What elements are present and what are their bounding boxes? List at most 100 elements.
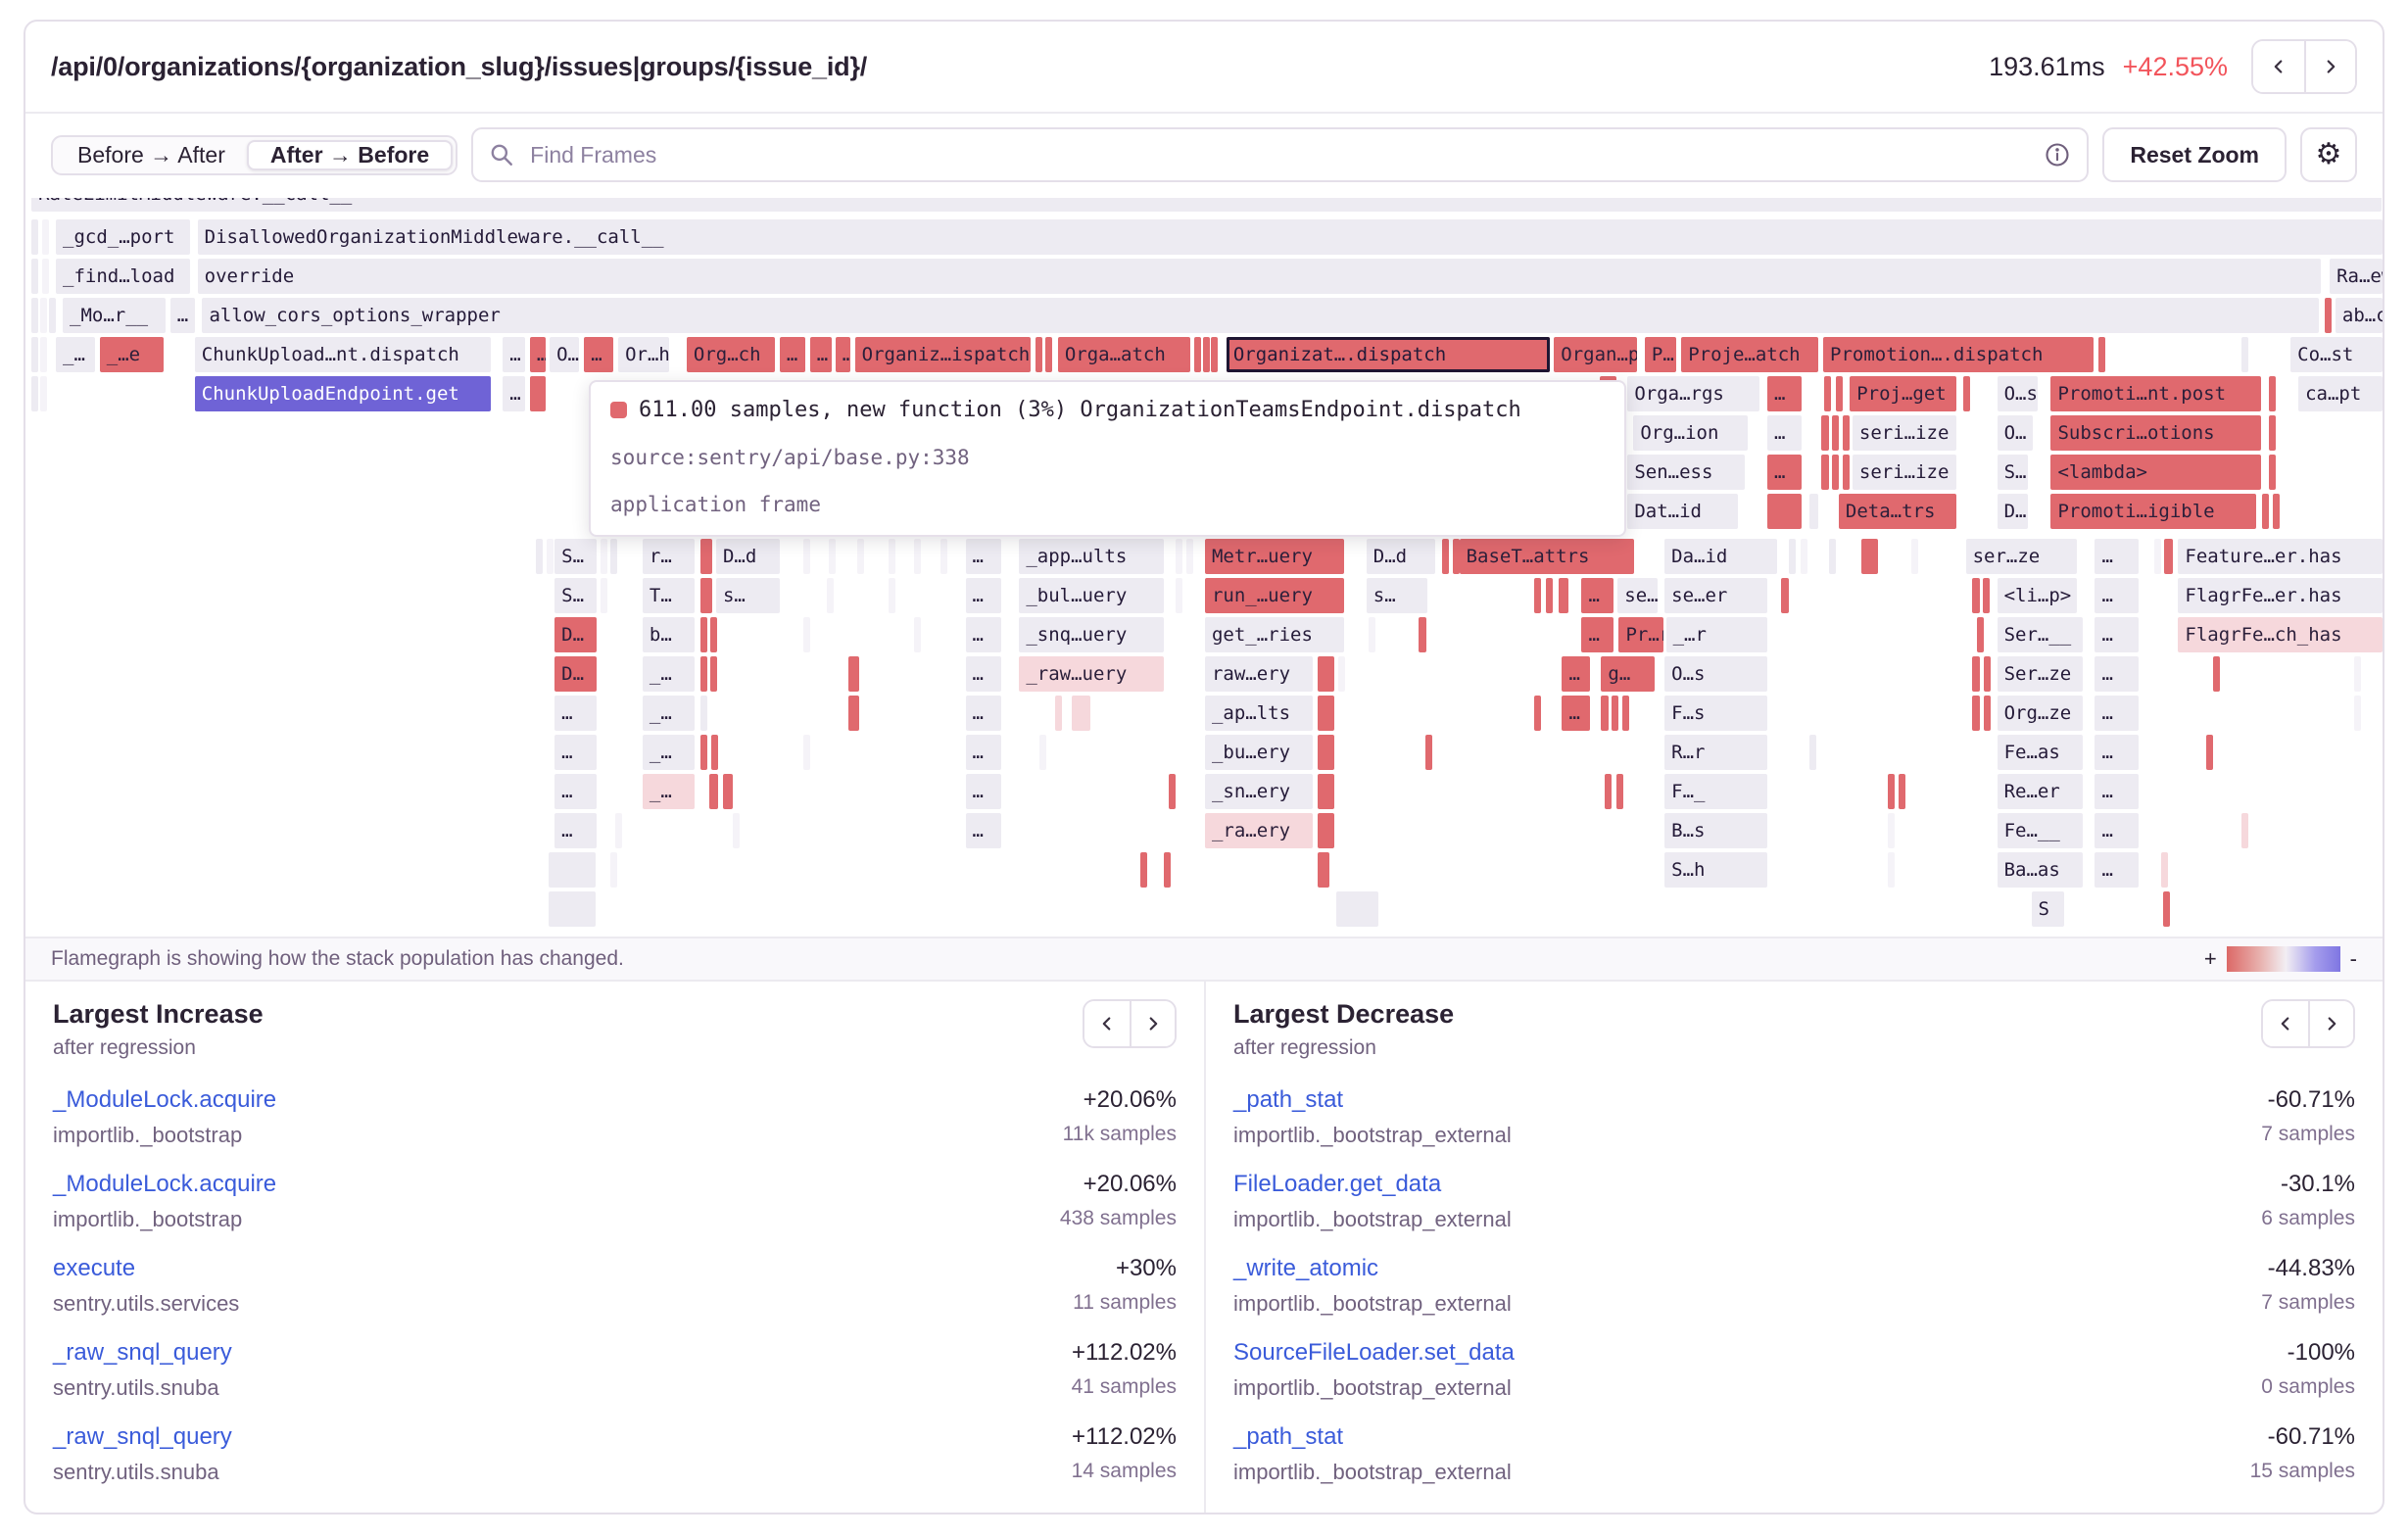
flame-frame[interactable]: … [554,735,597,770]
flame-frame[interactable]: Ba…as [1997,852,2084,888]
flame-frame-sliver[interactable] [939,539,947,574]
flame-frame[interactable]: O… [1997,415,2033,451]
flame-frame-sliver[interactable] [2163,891,2171,927]
flame-frame[interactable]: Ser…__ [1997,617,2084,652]
flame-frame-sliver[interactable] [699,735,708,770]
flame-frame-sliver[interactable] [2354,696,2362,731]
settings-button[interactable]: ⚙ [2300,127,2357,182]
flame-frame-sliver[interactable] [1823,376,1831,411]
flame-frame[interactable]: _…e [99,337,164,372]
flame-frame[interactable]: ser…ze [1965,539,2078,574]
flame-frame-sliver[interactable] [1832,455,1840,490]
flame-frame-sliver[interactable] [1809,494,1818,529]
flame-frame-sliver[interactable] [549,852,597,888]
flame-frame-sliver[interactable] [1809,735,1817,770]
flame-frame-sliver[interactable] [2160,852,2169,888]
flame-frame-sliver[interactable] [1442,539,1450,574]
prev-transaction-button[interactable] [2253,41,2304,92]
flame-frame[interactable]: Orga…rgs [1627,376,1760,411]
flame-frame[interactable]: <li…p> [1997,578,2078,613]
flame-frame-sliver[interactable] [1185,539,1193,574]
flame-frame-sliver[interactable] [847,696,859,731]
flame-frame-sliver[interactable] [1887,813,1895,848]
flame-frame[interactable]: _raw…uery [1019,656,1165,692]
flame-frame[interactable]: raw…ery [1204,656,1313,692]
flame-frame[interactable]: … [965,539,1002,574]
flame-frame[interactable]: S… [1997,455,2028,490]
flame-frame[interactable]: … [2095,774,2140,809]
flame-frame[interactable]: S… [554,539,597,574]
flame-frame[interactable]: Dat…id [1627,494,1739,529]
flame-frame[interactable]: _ra…ery [1204,813,1313,848]
flame-frame-sliver[interactable] [1800,539,1807,574]
flame-frame-sliver[interactable] [1317,656,1334,692]
flame-frame[interactable]: _app…ults [1019,539,1165,574]
flame-frame-sliver[interactable] [2269,455,2277,490]
flame-frame[interactable]: Org…ch [686,337,775,372]
flame-frame-sliver[interactable] [1533,696,1541,731]
flame-frame[interactable]: … [965,735,1002,770]
flame-frame[interactable]: … [529,337,546,372]
flame-frame[interactable]: _sn…ery [1204,774,1313,809]
flame-frame[interactable]: D… [554,617,597,652]
flame-frame-sliver[interactable] [2354,656,2362,692]
flame-frame-sliver[interactable] [699,578,712,613]
flame-frame-sliver[interactable] [549,891,597,927]
flame-frame-sliver[interactable] [1887,852,1895,888]
flame-frame[interactable]: g… [1601,656,1656,692]
flame-frame[interactable]: … [1767,455,1802,490]
flame-frame-sliver[interactable] [699,656,708,692]
flame-frame[interactable]: … [584,337,614,372]
flame-frame[interactable]: Proje…atch [1681,337,1818,372]
flame-frame[interactable]: DisallowedOrganizationMiddleware.__call_… [197,219,2383,255]
flame-frame[interactable]: _ap…lts [1204,696,1313,731]
flame-frame[interactable]: ab…ck [2335,298,2383,333]
flame-frame[interactable]: BaseT…attrs [1459,539,1634,574]
flame-frame-sliver[interactable] [2205,735,2213,770]
flame-frame-sliver[interactable] [699,539,712,574]
flame-frame-sliver[interactable] [1202,337,1210,372]
toggle-after-before[interactable]: After → Before [246,139,454,170]
toggle-before-after[interactable]: Before → After [77,141,225,168]
flame-frame[interactable]: _…r [1665,617,1768,652]
flame-frame-sliver[interactable] [1338,656,1346,692]
flame-frame[interactable]: … [2095,656,2140,692]
flame-frame-sliver[interactable] [847,656,859,692]
flame-frame[interactable]: O…s [1664,656,1767,692]
flame-frame-sliver[interactable] [2164,539,2173,574]
flame-frame-sliver[interactable] [1140,852,1148,888]
flame-frame-sliver[interactable] [1194,337,1202,372]
decrease-prev-button[interactable] [2263,1001,2308,1046]
flame-frame[interactable]: Ser…ze [1997,656,2084,692]
flame-frame[interactable]: _Mo…r__ [63,298,166,333]
flame-frame-sliver[interactable] [829,539,837,574]
flame-frame-sliver[interactable] [1425,735,1433,770]
flame-frame-sliver[interactable] [1977,617,1985,652]
flame-frame-sliver[interactable] [609,852,617,888]
flame-frame[interactable]: … [965,578,1002,613]
flame-frame[interactable]: … [2095,617,2140,652]
function-link[interactable]: execute [53,1255,136,1281]
flame-frame-sliver[interactable] [1828,539,1836,574]
flame-frame[interactable]: _… [642,735,695,770]
flame-frame[interactable]: Organizat….dispatch [1226,337,1551,372]
flame-frame[interactable]: … [2095,813,2140,848]
flame-frame-sliver[interactable] [1622,696,1630,731]
flame-frame[interactable]: _bu…ery [1204,735,1313,770]
flame-frame-sliver[interactable] [2240,337,2248,372]
info-icon[interactable] [2044,141,2071,168]
flame-frame[interactable]: R…r [1664,735,1767,770]
flame-frame-sliver[interactable] [31,298,38,333]
flame-frame[interactable]: Sen…ess [1627,455,1746,490]
flame-frame[interactable]: allow_cors_options_wrapper [202,298,2320,333]
flame-frame[interactable]: … [1767,415,1802,451]
flame-frame[interactable]: T… [642,578,695,613]
flame-frame-sliver[interactable] [914,539,922,574]
flame-frame[interactable]: S… [554,578,597,613]
flame-frame-sliver[interactable] [601,539,608,574]
flame-frame-sliver[interactable] [1176,578,1183,613]
function-link[interactable]: _raw_snql_query [53,1339,232,1366]
flame-frame-sliver[interactable] [802,617,810,652]
flame-frame[interactable]: Promoti…nt.post [2050,376,2262,411]
flame-frame-sliver[interactable] [31,376,38,411]
